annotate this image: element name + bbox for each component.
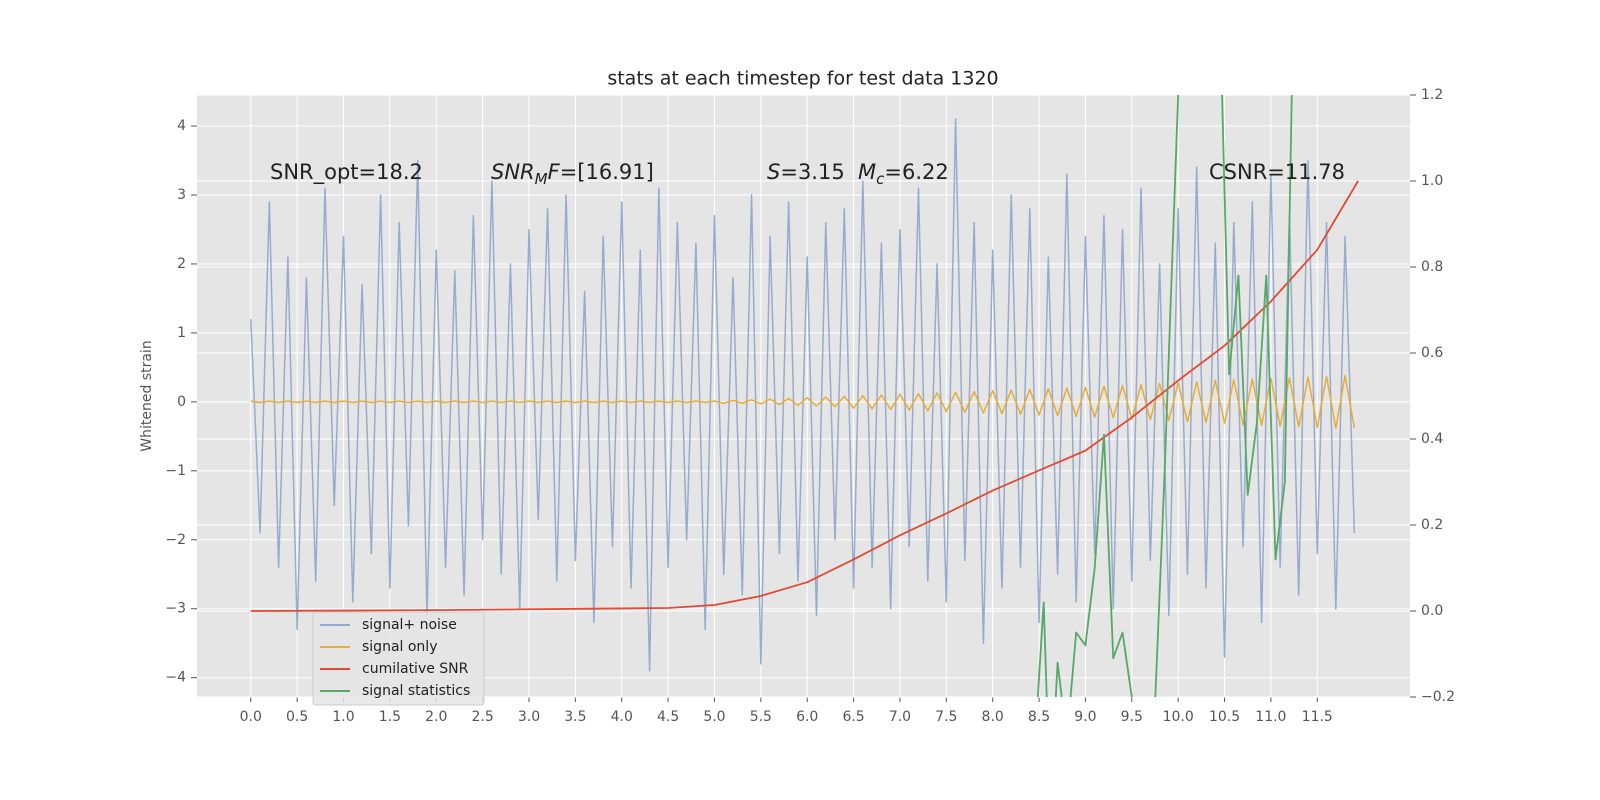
- x-tick-label: 3.5: [564, 709, 586, 725]
- series-line: [250, 374, 1356, 429]
- series-line: [250, 118, 1356, 672]
- x-tick-label: 1.0: [332, 709, 354, 725]
- y-tick-label: −1: [165, 463, 186, 479]
- x-tick-label: 6.5: [842, 709, 864, 725]
- x-tick-label: 10.5: [1209, 709, 1240, 725]
- y2-tick-label: 0.4: [1421, 431, 1443, 447]
- x-tick-label: 8.5: [1028, 709, 1050, 725]
- x-tick-label: 4.0: [611, 709, 633, 725]
- annotation-part: c: [876, 170, 885, 188]
- annotation: S=3.15: [767, 160, 845, 184]
- annotation-part: M: [535, 170, 548, 188]
- y-tick-label: 1: [177, 325, 186, 341]
- x-tick-label: 0.0: [240, 709, 262, 725]
- annotation-part: CSNR=11.78: [1209, 160, 1345, 184]
- x-tick-label: 9.5: [1121, 709, 1143, 725]
- x-tick-label: 2.5: [471, 709, 493, 725]
- y2-tick-label: 1.0: [1421, 173, 1443, 189]
- y-axis-label: Whitened strain: [139, 340, 155, 451]
- annotation-part: =[16.91]: [560, 160, 654, 184]
- y-tick-label: −4: [165, 670, 186, 686]
- legend-box: [312, 611, 485, 706]
- annotation-part: SNR: [491, 160, 535, 184]
- x-tick-label: 8.0: [982, 709, 1004, 725]
- y2-tick-label: 0.2: [1421, 517, 1443, 533]
- annotation-part: F: [548, 160, 561, 184]
- y2-tick-label: 0.6: [1421, 345, 1443, 361]
- y-tick-label: 0: [177, 394, 186, 410]
- annotation-part: SNR_opt=18.2: [270, 160, 423, 185]
- y-tick-label: 2: [177, 256, 186, 272]
- x-tick-label: 10.0: [1163, 709, 1194, 725]
- x-tick-label: 3.0: [518, 709, 540, 725]
- x-tick-label: 11.5: [1302, 709, 1333, 725]
- x-tick-label: 2.0: [425, 709, 447, 725]
- annotation: CSNR=11.78: [1209, 160, 1345, 184]
- x-tick-label: 0.5: [286, 709, 308, 725]
- annotation: Mc=6.22: [858, 160, 949, 188]
- legend-label: cumilative SNR: [362, 661, 469, 677]
- y-tick-label: −2: [165, 532, 186, 548]
- plot-lines: [250, 95, 1359, 697]
- y2-tick-label: 0.0: [1421, 603, 1443, 619]
- x-tick-label: 5.5: [750, 709, 772, 725]
- y-tick-label: −3: [165, 601, 186, 617]
- x-tick-label: 5.0: [703, 709, 725, 725]
- annotation: SNRMF=[16.91]: [491, 160, 654, 188]
- series-line: [1036, 95, 1293, 697]
- annotation: SNR_opt=18.2: [270, 160, 423, 185]
- y2-tick-label: −0.2: [1421, 689, 1455, 705]
- x-tick-label: 7.5: [935, 709, 957, 725]
- x-tick-label: 9.0: [1074, 709, 1096, 725]
- y-tick-label: 4: [177, 118, 186, 134]
- x-tick-label: 6.0: [796, 709, 818, 725]
- x-tick-label: 4.5: [657, 709, 679, 725]
- y2-tick-label: 0.8: [1421, 259, 1443, 275]
- legend-label: signal only: [362, 639, 437, 655]
- legend-label: signal statistics: [362, 683, 470, 699]
- x-tick-label: 1.5: [379, 709, 401, 725]
- x-tick-label: 11.0: [1255, 709, 1286, 725]
- chart-title: stats at each timestep for test data 132…: [607, 68, 998, 90]
- annotation-part: =6.22: [884, 160, 948, 184]
- x-tick-label: 7.0: [889, 709, 911, 725]
- annotation-part: =3.15: [780, 160, 844, 184]
- annotation-part: S: [767, 160, 780, 184]
- y2-tick-label: 1.2: [1421, 87, 1443, 103]
- y-tick-label: 3: [177, 187, 186, 203]
- annotation-part: M: [858, 160, 876, 184]
- series-line: [250, 180, 1359, 612]
- legend-label: signal+ noise: [362, 617, 457, 633]
